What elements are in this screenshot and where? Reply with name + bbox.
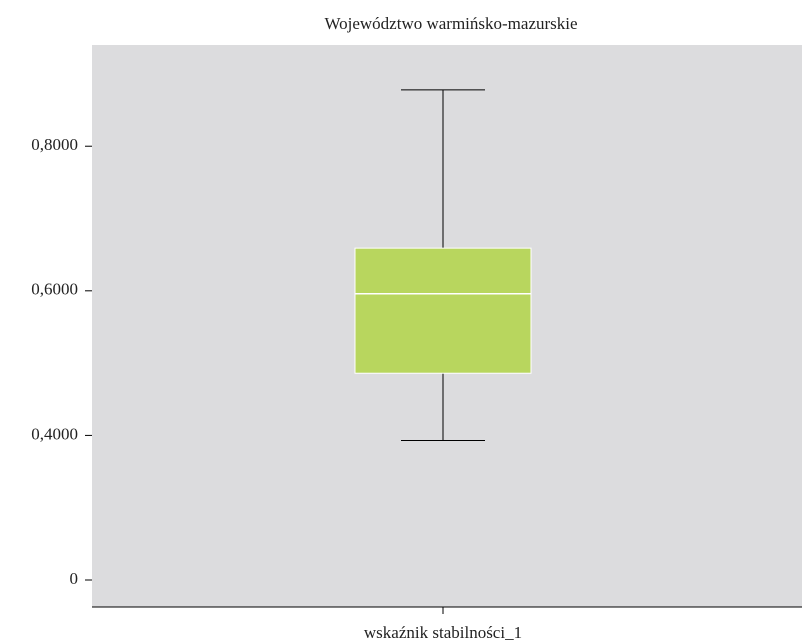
y-tick-label: 0,8000 <box>31 135 78 154</box>
y-tick-label: 0 <box>70 569 79 588</box>
y-tick-label: 0,4000 <box>31 424 78 443</box>
box <box>354 247 532 374</box>
x-tick-label: wskaźnik stabilności_1 <box>364 623 522 642</box>
chart-title: Województwo warmińsko-mazurskie <box>324 14 577 33</box>
y-tick-label: 0,6000 <box>31 280 78 299</box>
